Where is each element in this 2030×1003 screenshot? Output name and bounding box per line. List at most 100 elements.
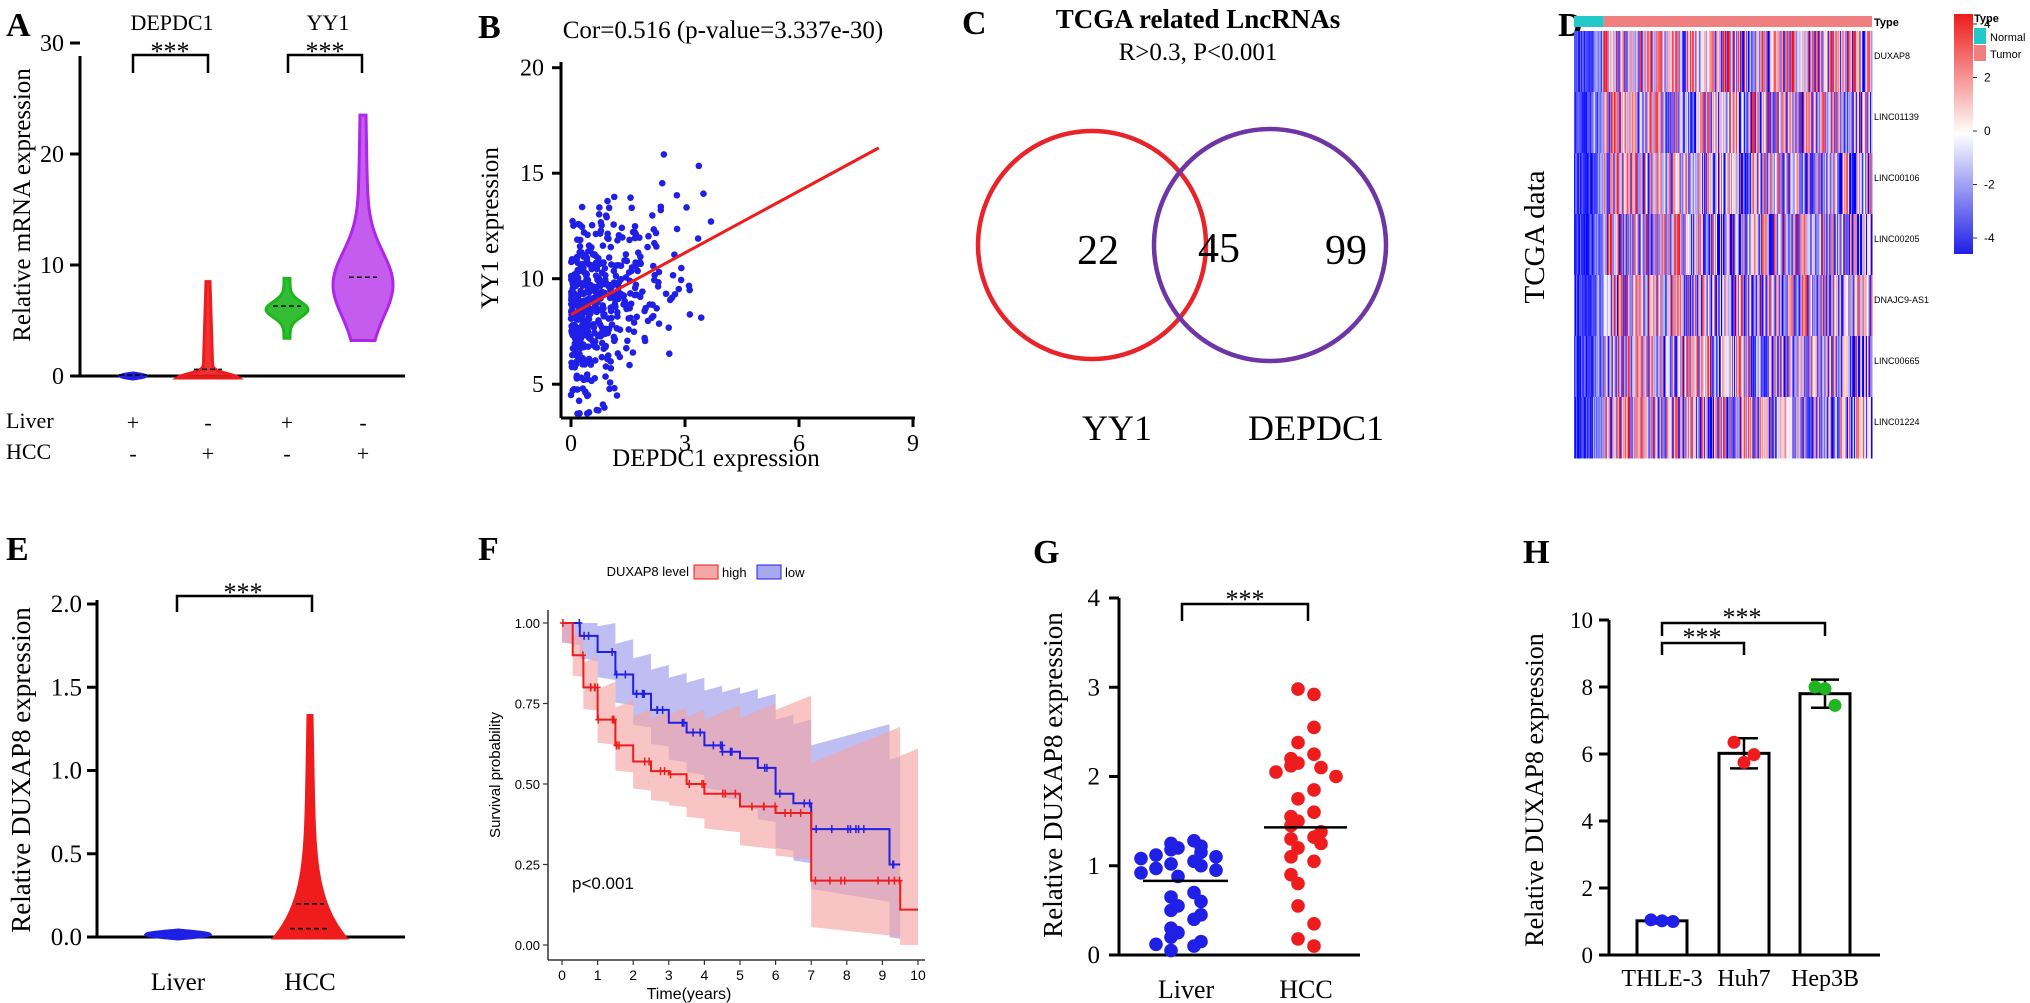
color-scale-bar bbox=[1954, 14, 1973, 254]
heatmap-cell bbox=[1862, 31, 1864, 93]
heatmap-cell bbox=[1612, 214, 1615, 276]
heatmap-cell bbox=[1578, 31, 1581, 93]
censor-mark-high bbox=[826, 876, 833, 885]
color-scale-tick-label: 4 bbox=[1984, 17, 1991, 31]
heatmap-cell bbox=[1854, 214, 1856, 276]
heatmap-cell bbox=[1736, 153, 1739, 215]
heatmap-cell bbox=[1818, 214, 1820, 276]
heatmap-cell bbox=[1690, 31, 1692, 93]
heatmap-cell bbox=[1637, 31, 1640, 93]
heatmap-cell bbox=[1715, 31, 1717, 93]
heatmap-cell bbox=[1821, 92, 1823, 154]
heatmap-cell bbox=[1847, 397, 1849, 459]
x-tick-label-f: 7 bbox=[807, 967, 815, 983]
heatmap-cell bbox=[1864, 31, 1866, 93]
heatmap-cell bbox=[1811, 153, 1813, 215]
heatmap-cell bbox=[1704, 31, 1706, 93]
liver-sign: + bbox=[127, 410, 139, 435]
heatmap-cell bbox=[1713, 214, 1715, 276]
scatter-point bbox=[586, 322, 594, 329]
heatmap-cell bbox=[1838, 214, 1840, 276]
scatter-point bbox=[568, 296, 576, 304]
heatmap-cell bbox=[1663, 153, 1665, 215]
heatmap-cell bbox=[1739, 153, 1742, 215]
scatter-point bbox=[578, 203, 586, 211]
heatmap-cell bbox=[1823, 336, 1825, 398]
heatmap-cell bbox=[1837, 336, 1839, 398]
heatmap-cell bbox=[1818, 397, 1820, 459]
ci-band-high bbox=[562, 623, 918, 945]
heatmap-cell bbox=[1704, 336, 1706, 398]
heatmap-cell bbox=[1717, 336, 1719, 398]
y-tick-label-h: 4 bbox=[1582, 809, 1594, 834]
heatmap-cell bbox=[1742, 214, 1745, 276]
heatmap-cell bbox=[1833, 397, 1835, 459]
heatmap-cell bbox=[1627, 153, 1630, 215]
heatmap-cell bbox=[1661, 31, 1663, 93]
heatmap-cell bbox=[1789, 92, 1792, 154]
heatmap-cell bbox=[1574, 275, 1576, 337]
heatmap-cell bbox=[1778, 153, 1781, 215]
heatmap-cell bbox=[1591, 153, 1594, 215]
data-point-liver bbox=[1134, 866, 1148, 880]
heatmap-cell bbox=[1597, 336, 1600, 398]
heatmap-cell bbox=[1838, 275, 1840, 337]
violin-depdc1-hcc bbox=[172, 280, 244, 380]
heatmap-cell bbox=[1601, 92, 1604, 154]
heatmap-cell bbox=[1633, 214, 1636, 276]
heatmap-cell bbox=[1783, 214, 1786, 276]
heatmap-cell bbox=[1588, 397, 1591, 459]
x-tick-label-b: 3 bbox=[679, 431, 691, 457]
heatmap-cell bbox=[1589, 153, 1592, 215]
heatmap-cell bbox=[1633, 31, 1636, 93]
heatmap-cell bbox=[1592, 153, 1595, 215]
heatmap-cell bbox=[1841, 214, 1843, 276]
heatmap-cell bbox=[1639, 153, 1642, 215]
scatter-point bbox=[666, 296, 674, 304]
heatmap-cell bbox=[1599, 397, 1602, 459]
heatmap-cell bbox=[1837, 214, 1839, 276]
heatmap-cell bbox=[1631, 397, 1634, 459]
heatmap-cell bbox=[1817, 92, 1819, 154]
heatmap-cell bbox=[1623, 153, 1626, 215]
heatmap-cell bbox=[1750, 397, 1753, 459]
scatter-point bbox=[642, 304, 649, 312]
heatmap-cell bbox=[1656, 31, 1658, 93]
heatmap-cell bbox=[1683, 275, 1685, 337]
heatmap-cell bbox=[1830, 153, 1832, 215]
heatmap-cell bbox=[1776, 214, 1779, 276]
heatmap-cell bbox=[1852, 214, 1854, 276]
heatmap-cell bbox=[1654, 336, 1656, 398]
heatmap-cell bbox=[1756, 336, 1759, 398]
heatmap-cell bbox=[1850, 336, 1852, 398]
heatmap-cell bbox=[1717, 214, 1719, 276]
heatmap-cell bbox=[1594, 214, 1597, 276]
heatmap-cell bbox=[1714, 397, 1716, 459]
heatmap-cell bbox=[1715, 336, 1717, 398]
heatmap-cell bbox=[1712, 275, 1714, 337]
heatmap-cell bbox=[1796, 31, 1798, 93]
heatmap-cell bbox=[1672, 92, 1674, 154]
heatmap-cell bbox=[1669, 153, 1671, 215]
heatmap-cell bbox=[1780, 31, 1783, 93]
heatmap-cell bbox=[1775, 153, 1778, 215]
heatmap-cell bbox=[1762, 214, 1765, 276]
heatmap-cell bbox=[1807, 275, 1809, 337]
heatmap-cell bbox=[1826, 31, 1828, 93]
censor-mark-low bbox=[697, 728, 704, 737]
scatter-point bbox=[575, 220, 582, 228]
heatmap-cell bbox=[1793, 275, 1796, 337]
heatmap-cell bbox=[1776, 31, 1779, 93]
heatmap-cell bbox=[1847, 275, 1849, 337]
heatmap-cell bbox=[1825, 275, 1827, 337]
heatmap-cell bbox=[1798, 336, 1800, 398]
y-tick-label-b: 15 bbox=[520, 161, 544, 187]
heatmap-cell bbox=[1628, 153, 1631, 215]
heatmap-cell bbox=[1809, 214, 1811, 276]
heatmap-cell bbox=[1727, 275, 1730, 337]
heatmap-cell bbox=[1870, 92, 1872, 154]
heatmap-cell bbox=[1859, 153, 1861, 215]
heatmap-cell bbox=[1804, 275, 1806, 337]
heatmap-cell bbox=[1724, 214, 1727, 276]
heatmap-cell bbox=[1758, 336, 1761, 398]
